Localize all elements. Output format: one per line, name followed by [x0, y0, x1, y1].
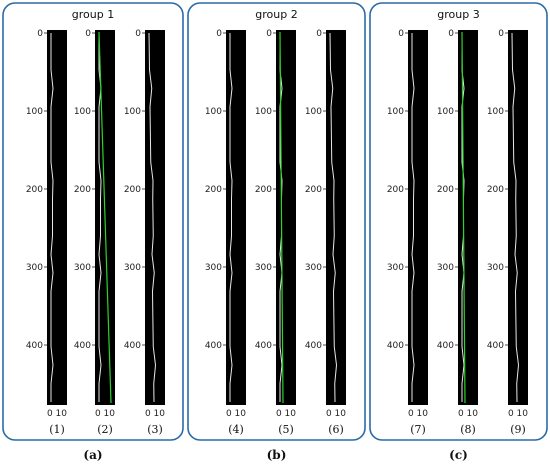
- x-tick-label: 0 10: [47, 409, 67, 419]
- y-tick-label: 0: [266, 29, 272, 39]
- panel-label: (8): [460, 423, 476, 436]
- group-box: [369, 2, 548, 441]
- y-tick-label: 100: [437, 107, 454, 117]
- y-tick-label: 400: [387, 341, 404, 351]
- y-tick-label: 0: [398, 29, 404, 39]
- y-tick-label: 0: [135, 29, 141, 39]
- panel-label: (3): [147, 423, 163, 436]
- image-panel: [47, 30, 67, 405]
- y-tick-label: 200: [124, 185, 141, 195]
- panel-label: (9): [510, 423, 526, 436]
- y-tick-label: 0: [448, 29, 454, 39]
- y-tick-label: 100: [74, 107, 91, 117]
- group-label: (b): [267, 448, 287, 462]
- y-tick-label: 300: [305, 263, 322, 273]
- x-tick-label: 0 10: [95, 409, 115, 419]
- group-title: group 2: [255, 8, 297, 21]
- group-box: [2, 2, 184, 441]
- group-box: [187, 2, 366, 441]
- y-tick-label: 200: [305, 185, 322, 195]
- y-tick-label: 300: [487, 263, 504, 273]
- y-tick-label: 100: [205, 107, 222, 117]
- x-tick-label: 0 10: [326, 409, 346, 419]
- group-title: group 3: [437, 8, 479, 21]
- y-tick-label: 100: [255, 107, 272, 117]
- trace: [411, 33, 415, 402]
- group-label: (c): [449, 448, 468, 462]
- y-tick-label: 300: [205, 263, 222, 273]
- x-tick-label: 0 10: [458, 409, 478, 419]
- panel-label: (2): [97, 423, 113, 436]
- image-panel: [458, 30, 478, 405]
- y-tick-label: 100: [26, 107, 43, 117]
- y-tick-label: 300: [26, 263, 43, 273]
- y-tick-label: 400: [205, 341, 222, 351]
- y-tick-label: 400: [305, 341, 322, 351]
- y-tick-label: 0: [37, 29, 43, 39]
- fit-line: [279, 31, 284, 404]
- y-tick-label: 400: [74, 341, 91, 351]
- trace: [50, 33, 54, 402]
- y-tick-label: 400: [26, 341, 43, 351]
- y-tick-label: 200: [437, 185, 454, 195]
- panel-label: (4): [228, 423, 244, 436]
- y-tick-label: 0: [498, 29, 504, 39]
- y-tick-label: 100: [487, 107, 504, 117]
- y-tick-label: 200: [26, 185, 43, 195]
- y-tick-label: 400: [124, 341, 141, 351]
- trace: [329, 32, 338, 403]
- x-tick-label: 0 10: [226, 409, 246, 419]
- fit-line: [98, 31, 112, 404]
- panel-label: (7): [410, 423, 426, 436]
- y-tick-label: 200: [205, 185, 222, 195]
- trace: [98, 33, 102, 402]
- y-tick-label: 100: [305, 107, 322, 117]
- image-panel: [408, 30, 428, 405]
- y-tick-label: 400: [437, 341, 454, 351]
- panel-label: (1): [49, 423, 65, 436]
- image-panel: [326, 30, 346, 405]
- trace: [511, 32, 520, 403]
- x-tick-label: 0 10: [408, 409, 428, 419]
- y-tick-label: 300: [255, 263, 272, 273]
- trace: [148, 32, 157, 403]
- y-tick-label: 300: [74, 263, 91, 273]
- group-title: group 1: [72, 8, 114, 21]
- y-tick-label: 200: [74, 185, 91, 195]
- y-tick-label: 200: [387, 185, 404, 195]
- y-tick-label: 0: [85, 29, 91, 39]
- y-tick-label: 300: [124, 263, 141, 273]
- y-tick-label: 0: [216, 29, 222, 39]
- fit-line: [461, 31, 466, 404]
- group-label: (a): [83, 448, 102, 462]
- image-panel: [276, 30, 296, 405]
- image-panel: [145, 30, 165, 405]
- x-tick-label: 0 10: [508, 409, 528, 419]
- x-tick-label: 0 10: [276, 409, 296, 419]
- panel-label: (5): [278, 423, 294, 436]
- image-panel: [226, 30, 246, 405]
- y-tick-label: 400: [255, 341, 272, 351]
- x-tick-label: 0 10: [145, 409, 165, 419]
- y-tick-label: 300: [437, 263, 454, 273]
- y-tick-label: 100: [387, 107, 404, 117]
- y-tick-label: 400: [487, 341, 504, 351]
- y-tick-label: 0: [316, 29, 322, 39]
- y-tick-label: 200: [487, 185, 504, 195]
- y-tick-label: 200: [255, 185, 272, 195]
- trace: [229, 33, 233, 402]
- image-panel: [508, 30, 528, 405]
- panel-label: (6): [328, 423, 344, 436]
- y-tick-label: 100: [124, 107, 141, 117]
- y-tick-label: 300: [387, 263, 404, 273]
